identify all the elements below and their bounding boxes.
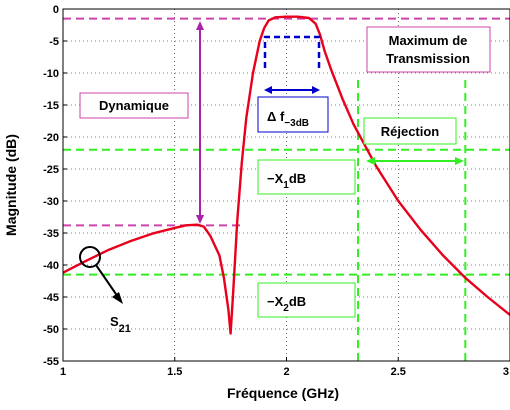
bandwidth-marker	[263, 35, 321, 94]
y-tick-label: -35	[43, 228, 59, 240]
y-tick-label: -5	[49, 36, 59, 48]
x1-prefix: −X	[267, 171, 284, 186]
x-tick-label: 1	[60, 366, 66, 378]
axis-ticks: 1 1.5 2 2.5 3 0 -5 -10 -15 -20 -25 -30 -35 -40 -45 -50 -…	[43, 4, 510, 378]
y-tick-label: -15	[43, 100, 59, 112]
x1-suffix: dB	[289, 171, 306, 186]
y-axis-label: Magnitude (dB)	[3, 134, 19, 236]
x2-suffix: dB	[289, 294, 306, 309]
y-tick-label: -40	[43, 260, 59, 272]
max-transmission-line-1: Maximum de	[389, 33, 468, 48]
max-transmission-box	[366, 26, 491, 73]
s21-label: S21	[110, 314, 131, 335]
reference-lines	[63, 17, 510, 361]
delta-f-label: Δ f−3dB	[267, 109, 309, 129]
max-transmission-line-2: Transmission	[386, 51, 470, 66]
dynamique-box	[79, 92, 189, 119]
delta-f-prefix: Δ f	[267, 109, 285, 124]
rejection-label: Réjection	[381, 124, 440, 139]
delta-f-box	[257, 96, 329, 133]
x-axis-label: Fréquence (GHz)	[227, 385, 339, 401]
dynamique-arrow-head-bottom	[196, 215, 204, 224]
s21-pointer-head	[112, 292, 123, 304]
bandwidth-box	[263, 35, 321, 68]
x-tick-label: 2.5	[391, 366, 406, 378]
rejection-arrow	[366, 157, 464, 165]
y-tick-label: -30	[43, 196, 59, 208]
dynamique-arrow	[196, 21, 204, 224]
rejection-box	[363, 117, 457, 145]
rejection-arrow-head-right	[455, 157, 464, 165]
s21-circle	[79, 246, 101, 268]
x2-label: −X2dB	[267, 294, 306, 314]
s21-prefix: S	[110, 314, 119, 329]
s21-pointer	[95, 264, 119, 298]
x1-subscript: 1	[283, 180, 289, 191]
bandwidth-arrow-head-left	[264, 86, 272, 94]
x-tick-label: 3	[503, 366, 509, 378]
s21-marker	[79, 246, 123, 304]
s21-curve	[62, 15, 510, 335]
x-tick-label: 2	[283, 366, 289, 378]
y-tick-label: -20	[43, 132, 59, 144]
y-tick-label: -50	[43, 324, 59, 336]
y-tick-label: -25	[43, 164, 59, 176]
x-tick-label: 1.5	[167, 366, 182, 378]
y-tick-label: -10	[43, 68, 59, 80]
x2-subscript: 2	[283, 303, 289, 314]
dynamique-arrow-head-top	[196, 21, 204, 30]
y-tick-label: -55	[43, 356, 59, 368]
x2-prefix: −X	[267, 294, 284, 309]
rejection-arrow-head-left	[366, 157, 375, 165]
plot-frame	[62, 8, 510, 362]
bandwidth-arrow-head-right	[312, 86, 320, 94]
x1-box	[257, 159, 356, 195]
x2-box	[257, 282, 356, 318]
delta-f-subscript: −3dB	[284, 118, 309, 129]
x1-label: −X1dB	[267, 171, 306, 191]
dynamique-label: Dynamique	[99, 98, 169, 113]
series-layer	[62, 15, 510, 335]
s21-subscript: 21	[119, 323, 131, 335]
y-tick-label: 0	[53, 4, 59, 16]
y-tick-label: -45	[43, 292, 59, 304]
